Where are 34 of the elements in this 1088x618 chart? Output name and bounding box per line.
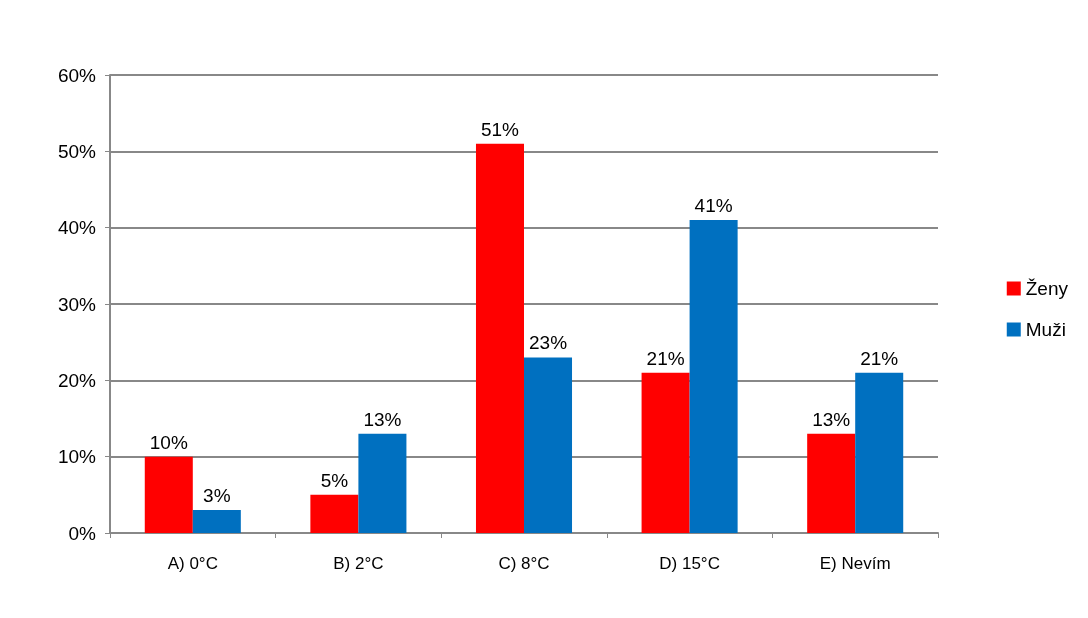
bar (144, 456, 193, 533)
x-tick-label: A) 0°C (167, 554, 218, 573)
data-label: 23% (529, 332, 568, 354)
data-label: 41% (694, 195, 733, 217)
legend-label: Muži (1025, 319, 1066, 340)
bar (310, 494, 359, 533)
x-tick-label: B) 2°C (333, 554, 384, 573)
x-tick-label: E) Nevím (819, 554, 891, 573)
y-tick-label: 30% (57, 293, 97, 315)
data-label: 10% (149, 431, 188, 453)
bar (689, 220, 738, 533)
bar (641, 372, 690, 533)
data-label: 51% (480, 118, 520, 140)
y-tick-label: 60% (57, 64, 97, 86)
bar (475, 143, 524, 533)
x-tick-label: D) 15°C (659, 554, 720, 573)
data-label: 5% (320, 469, 349, 491)
data-label: 13% (812, 408, 851, 430)
y-tick-label: 50% (57, 140, 97, 162)
y-tick-label: 10% (57, 446, 97, 468)
bar (524, 357, 573, 533)
bar (192, 510, 241, 533)
legend-label: Ženy (1025, 278, 1069, 299)
data-label: 21% (646, 347, 685, 369)
data-label: 13% (363, 408, 402, 430)
bar (855, 372, 904, 533)
y-tick-label: 40% (57, 217, 97, 239)
y-tick-label: 0% (68, 522, 97, 544)
bar (807, 433, 856, 533)
x-tick-label: C) 8°C (498, 554, 550, 573)
y-tick-label: 20% (57, 369, 97, 391)
bar (358, 433, 407, 533)
data-label: 3% (203, 485, 231, 507)
data-label: 21% (860, 347, 899, 369)
